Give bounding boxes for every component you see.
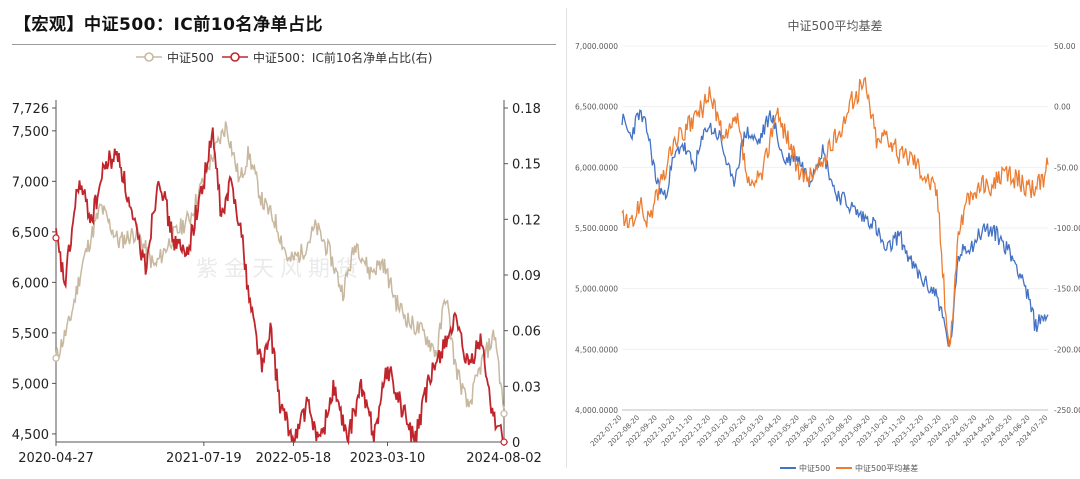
left-tick-label: 5,500 <box>12 327 49 342</box>
x-tick-label: 2021-07-19 <box>166 451 242 466</box>
left-tick-label: 7,726 <box>12 102 49 117</box>
right-tick-label: 0.06 <box>512 325 541 340</box>
left-tick-label: 6,500.0000 <box>575 103 618 112</box>
left-chart-panel: 【宏观】中证500：IC前10名净单占比 中证500 中证500：IC前10名净单… <box>12 15 556 466</box>
left-tick-label: 4,000.0000 <box>575 406 618 415</box>
series-line-1 <box>621 76 1049 348</box>
right-tick-label: -250.00 <box>1054 406 1080 415</box>
left-tick-label: 7,500 <box>12 125 49 140</box>
x-tick-label: 2022-05-18 <box>256 451 332 466</box>
legend-label-1: 中证500平均基差 <box>855 463 918 473</box>
right-tick-label: 0.12 <box>512 213 541 228</box>
left-tick-label: 5,000.0000 <box>575 285 618 294</box>
left-tick-label: 6,000 <box>12 276 49 291</box>
panel-divider <box>566 8 567 468</box>
left-tick-label: 6,500 <box>12 226 49 241</box>
left-tick-label: 4,500.0000 <box>575 345 618 354</box>
right-tick-label: 0.00 <box>1054 103 1071 112</box>
legend-marker-0 <box>144 52 154 62</box>
average-basis-chart: 中证500平均基差 7,000.0000 6,500.0000 6,000.0000 5… <box>575 18 1080 473</box>
x-tick-label: 2024-08-02 <box>466 451 542 466</box>
right-tick-label: 0.15 <box>512 158 541 173</box>
page-title: 【宏观】中证500：IC前10名净单占比 <box>14 15 323 35</box>
right-tick-label: -150.00 <box>1054 285 1080 294</box>
right-tick-label: 50.00 <box>1054 42 1076 51</box>
legend-label-0: 中证500 <box>167 50 214 65</box>
futures-net-position-chart: 中证500 中证500：IC前10名净单占比(右) 7,726 7,500 7,000 6… <box>12 50 542 466</box>
legend-label-1: 中证500：IC前10名净单占比(右) <box>253 50 432 65</box>
series-line-0 <box>621 109 1049 348</box>
left-tick-label: 5,000 <box>12 377 49 392</box>
series-start-marker-1 <box>52 234 60 242</box>
legend-marker-1 <box>230 52 240 62</box>
series-start-marker-0 <box>52 354 60 362</box>
series-line-0 <box>55 121 505 409</box>
x-tick-label: 2020-04-27 <box>18 451 94 466</box>
series-end-marker-0 <box>500 410 508 418</box>
left-tick-label: 5,500.0000 <box>575 224 618 233</box>
left-tick-label: 4,500 <box>12 428 49 443</box>
right-tick-label: 0 <box>512 436 520 451</box>
left-tick-label: 7,000 <box>12 175 49 190</box>
chart-title: 中证500平均基差 <box>788 18 883 33</box>
series-line-1 <box>55 127 504 446</box>
right-tick-label: -200.00 <box>1054 345 1080 354</box>
title-divider <box>12 44 556 45</box>
right-tick-label: -50.00 <box>1054 163 1078 172</box>
left-tick-label: 6,000.0000 <box>575 163 618 172</box>
legend-label-0: 中证500 <box>799 463 830 473</box>
right-tick-label: 0.18 <box>512 102 541 117</box>
left-tick-label: 7,000.0000 <box>575 42 618 51</box>
right-tick-label: 0.03 <box>512 380 541 395</box>
right-tick-label: 0.09 <box>512 269 541 284</box>
series-end-marker-1 <box>500 438 508 446</box>
x-tick-label: 2023-03-10 <box>350 451 426 466</box>
right-chart-panel: 中证500平均基差 7,000.0000 6,500.0000 6,000.0000 5… <box>574 0 1080 475</box>
right-tick-label: -100.00 <box>1054 224 1080 233</box>
